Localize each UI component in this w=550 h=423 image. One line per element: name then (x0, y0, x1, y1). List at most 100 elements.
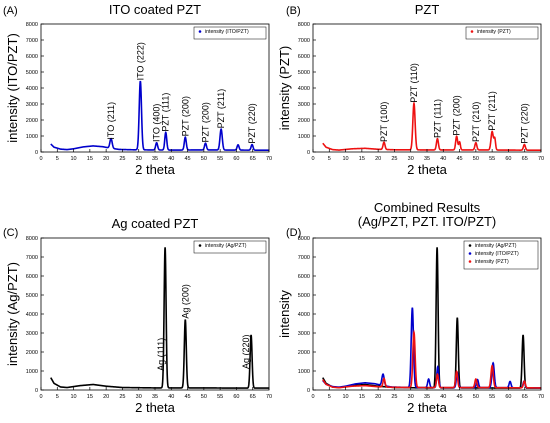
chart-title: (Ag/PZT, PZT. ITO/PZT) (358, 214, 496, 229)
y-axis-label: intensity (Ag/PZT) (5, 262, 20, 366)
y-tick-label: 6000 (26, 54, 38, 60)
series-line-3 (322, 329, 541, 389)
peak-label: Ag (200) (180, 284, 190, 319)
x-tick-label: 0 (311, 156, 314, 162)
y-tick-label: 5000 (26, 70, 38, 76)
y-tick-label: 8000 (26, 236, 38, 242)
y-tick-label: 8000 (298, 236, 310, 242)
peak-label: PZT (111) (161, 93, 171, 132)
peak-label: PZT (100) (379, 102, 389, 142)
x-tick-label: 15 (87, 394, 93, 400)
series-line-1 (50, 247, 269, 389)
chart-panel-1: (A) ITO coated PZT 0 5 10 15 20 25 30 35 40 45 50 55 6… (3, 2, 272, 177)
x-tick-label: 60 (233, 156, 239, 162)
chart-panel-3: (C) Ag coated PZT 0 5 10 15 20 25 30 35 40 45 50 55 60… (3, 216, 272, 415)
legend-marker (468, 244, 472, 247)
legend-entry: intensity (ITO/PZT) (205, 29, 249, 35)
x-tick-label: 15 (359, 156, 365, 162)
x-tick-label: 50 (201, 156, 207, 162)
chart-panel-2: (B) PZT 0 5 10 15 20 25 30 35 40 45 50 55 60 65 70 0 1000 2… (277, 2, 544, 177)
peak-label: Ag (111) (156, 338, 166, 371)
x-tick-label: 70 (266, 156, 272, 162)
legend-entry: intensity (Ag/PZT) (205, 243, 247, 249)
y-tick-label: 3000 (26, 331, 38, 337)
x-tick-label: 65 (522, 156, 528, 162)
x-tick-label: 35 (424, 156, 430, 162)
y-tick-label: 7000 (26, 38, 38, 44)
y-tick-label: 6000 (298, 54, 310, 60)
x-tick-label: 40 (440, 156, 446, 162)
x-tick-label: 10 (71, 156, 77, 162)
x-tick-label: 25 (391, 156, 397, 162)
y-tick-label: 1000 (26, 369, 38, 375)
x-tick-label: 65 (250, 156, 256, 162)
x-tick-label: 30 (136, 156, 142, 162)
x-tick-label: 25 (391, 394, 397, 400)
x-tick-label: 10 (343, 156, 349, 162)
y-tick-label: 2000 (298, 350, 310, 356)
y-tick-label: 0 (35, 388, 38, 394)
legend-entry: intensity (PZT) (477, 29, 511, 35)
legend-entry: intensity (Ag/PZT) (475, 243, 517, 249)
x-tick-label: 30 (408, 394, 414, 400)
y-tick-label: 4000 (298, 86, 310, 92)
y-tick-label: 4000 (298, 312, 310, 318)
x-tick-label: 35 (152, 394, 158, 400)
x-tick-label: 35 (424, 394, 430, 400)
y-tick-label: 2000 (26, 350, 38, 356)
chart-title: PZT (415, 2, 440, 17)
peak-label: PZT (110) (409, 63, 419, 103)
peak-label: PZT (111) (432, 99, 442, 138)
series-line-1 (322, 100, 541, 152)
legend-marker (470, 30, 474, 33)
peak-label: PZT (220) (519, 103, 529, 143)
x-tick-label: 55 (217, 156, 223, 162)
series-line-2 (322, 307, 541, 389)
legend-box (193, 240, 267, 254)
x-tick-label: 30 (408, 156, 414, 162)
y-tick-label: 5000 (26, 293, 38, 299)
y-tick-label: 5000 (298, 70, 310, 76)
series-line-1 (50, 80, 269, 152)
y-tick-label: 4000 (26, 86, 38, 92)
y-tick-label: 1000 (26, 134, 38, 140)
panel-label: (C) (3, 227, 18, 239)
x-tick-label: 55 (489, 394, 495, 400)
x-tick-label: 0 (39, 394, 42, 400)
x-tick-label: 15 (359, 394, 365, 400)
x-tick-label: 50 (473, 156, 479, 162)
legend-marker (198, 244, 202, 247)
legend-box (463, 240, 539, 270)
y-tick-label: 4000 (26, 312, 38, 318)
peak-label: PZT (220) (247, 103, 257, 143)
x-tick-label: 5 (328, 156, 331, 162)
x-tick-label: 10 (71, 394, 77, 400)
x-tick-label: 65 (522, 394, 528, 400)
y-tick-label: 3000 (26, 102, 38, 108)
legend-marker (468, 252, 472, 255)
x-tick-label: 50 (201, 394, 207, 400)
legend-marker (198, 30, 202, 33)
x-tick-label: 60 (505, 156, 511, 162)
x-tick-label: 20 (103, 156, 109, 162)
y-tick-label: 6000 (26, 274, 38, 280)
y-tick-label: 2000 (26, 118, 38, 124)
y-tick-label: 0 (35, 150, 38, 156)
legend-entry: intensity (PZT) (475, 259, 509, 265)
x-tick-label: 5 (56, 394, 59, 400)
x-tick-label: 40 (168, 156, 174, 162)
x-tick-label: 65 (250, 394, 256, 400)
x-tick-label: 15 (87, 156, 93, 162)
x-tick-label: 70 (538, 156, 544, 162)
x-tick-label: 0 (311, 394, 314, 400)
y-tick-label: 3000 (298, 331, 310, 337)
peak-label: Ag (220) (241, 334, 251, 369)
peak-label: PZT (210) (471, 102, 481, 142)
x-axis-label: 2 theta (407, 400, 448, 415)
x-tick-label: 45 (185, 156, 191, 162)
chart-title: ITO coated PZT (109, 2, 201, 17)
x-axis-label: 2 theta (135, 400, 176, 415)
x-tick-label: 0 (39, 156, 42, 162)
x-tick-label: 45 (457, 156, 463, 162)
